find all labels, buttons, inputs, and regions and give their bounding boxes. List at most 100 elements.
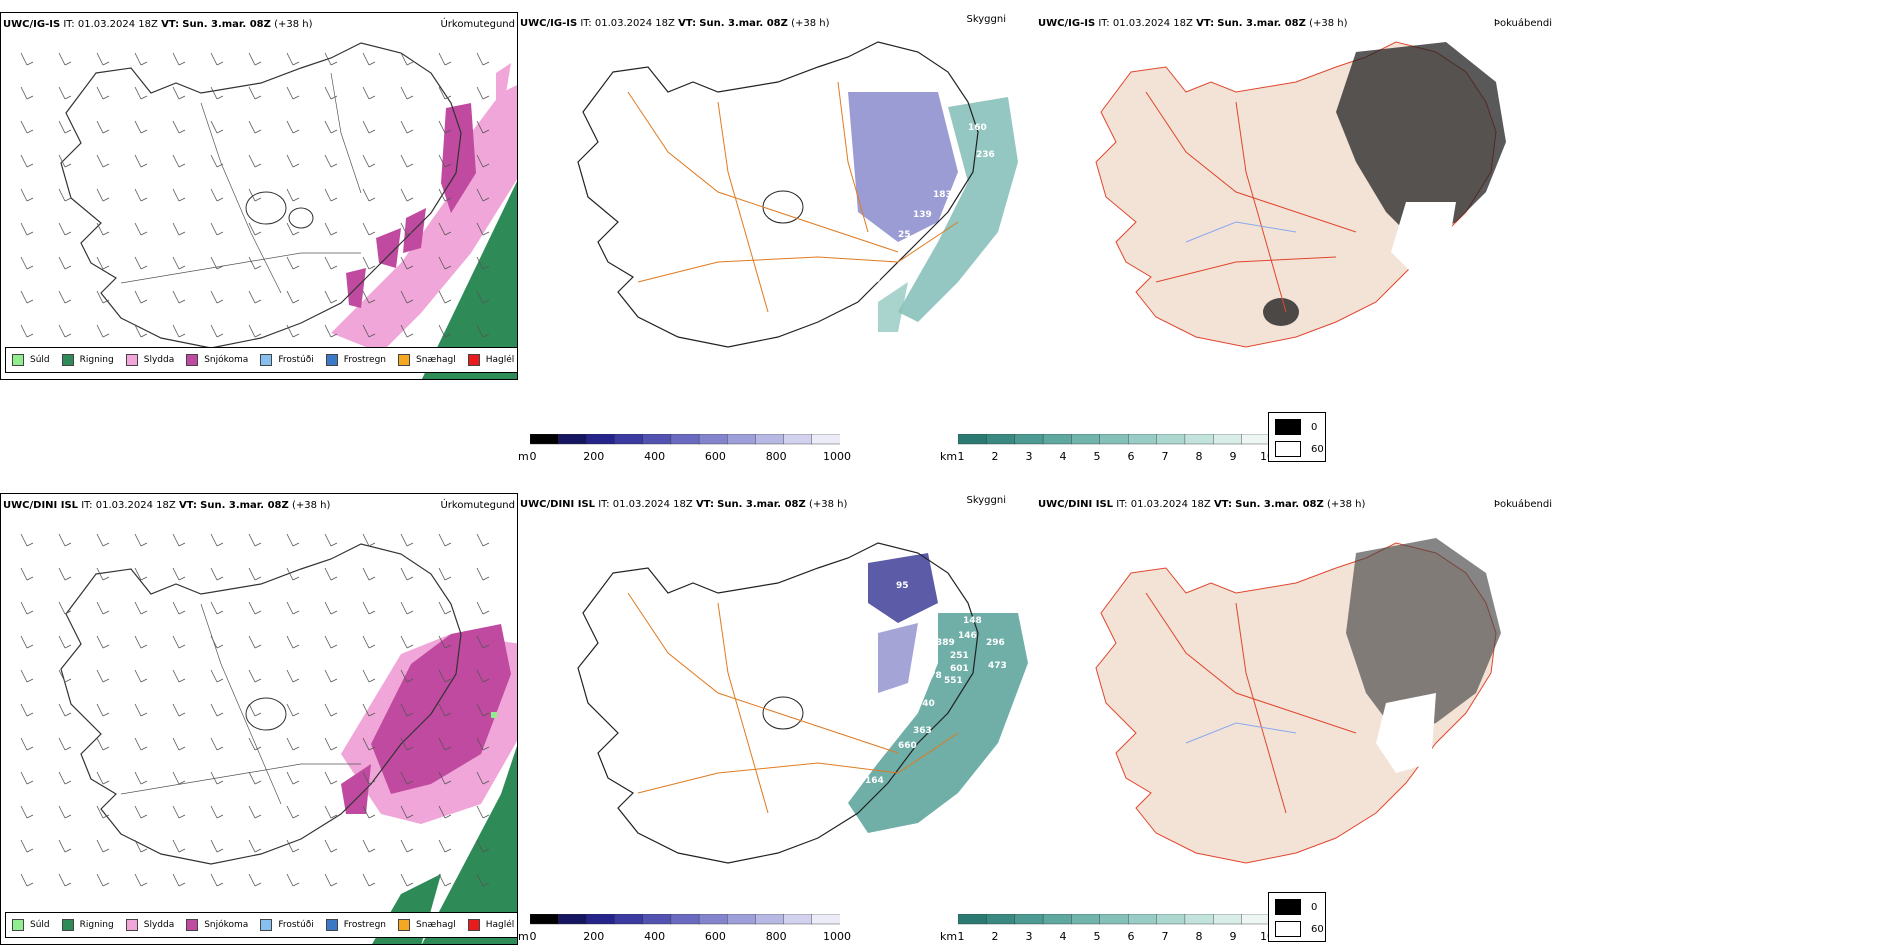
colorbar-swatch xyxy=(784,434,813,444)
wind-barb xyxy=(211,738,223,750)
wind-barb xyxy=(59,257,71,269)
wind-barb xyxy=(59,704,71,716)
wind-barb xyxy=(135,291,147,303)
wind-barb xyxy=(21,325,33,337)
visibility-label: 99 xyxy=(868,275,881,285)
wind-barb xyxy=(21,534,33,546)
visibility-label: 148 xyxy=(963,616,982,626)
legend-item: Slydda xyxy=(126,919,174,931)
precip-type-panel-ig: UWC/IG-IS IT: 01.03.2024 18Z VT: Sun. 3.… xyxy=(0,12,518,380)
wind-barb xyxy=(439,53,451,65)
wind-barb xyxy=(287,189,299,201)
wind-barb xyxy=(21,87,33,99)
wind-barb xyxy=(135,704,147,716)
wind-barb xyxy=(363,670,375,682)
precip-type-map-dini xyxy=(1,494,518,945)
wind-barb xyxy=(477,806,489,818)
wind-barb xyxy=(21,772,33,784)
wind-barb xyxy=(211,840,223,852)
colorbar-swatch xyxy=(643,914,672,924)
wind-barb xyxy=(173,53,185,65)
colorbar-tick-label: 400 xyxy=(644,930,665,943)
colorbar-swatch xyxy=(615,914,644,924)
colorbar-tick-label: 8 xyxy=(1196,450,1203,463)
ceiling-colorbar-swatches xyxy=(530,914,840,926)
wind-barb xyxy=(59,155,71,167)
wind-barb xyxy=(401,87,413,99)
colorbar-tick-label: 4 xyxy=(1060,450,1067,463)
wind-barb xyxy=(211,291,223,303)
colorbar-tick-label: 2 xyxy=(992,450,999,463)
wind-barb xyxy=(135,670,147,682)
wind-barb xyxy=(135,602,147,614)
wind-barb xyxy=(211,155,223,167)
panel-title: Úrkomutegund xyxy=(440,19,515,30)
wind-barb xyxy=(59,602,71,614)
visibility-label: 601 xyxy=(950,664,969,674)
wind-barb xyxy=(173,534,185,546)
wind-barb xyxy=(287,325,299,337)
wind-barb xyxy=(59,87,71,99)
wind-barb xyxy=(97,636,109,648)
precip-legend: Súld Rigning Slydda Snjókoma Frostúði Fr… xyxy=(5,912,518,938)
wind-barb xyxy=(287,223,299,235)
wind-barb xyxy=(173,704,185,716)
wind-barb xyxy=(21,291,33,303)
visibility-label: 160 xyxy=(968,123,987,133)
wind-barb xyxy=(59,53,71,65)
wind-barb xyxy=(211,121,223,133)
wind-barb xyxy=(21,806,33,818)
wind-barb xyxy=(401,874,413,886)
wind-barb xyxy=(59,806,71,818)
colorbar-swatch xyxy=(1015,914,1044,924)
wind-barb xyxy=(249,568,261,580)
colorbar-swatch xyxy=(727,914,756,924)
colorbar-swatch xyxy=(586,434,615,444)
wind-barb xyxy=(211,874,223,886)
legend-item: Haglél xyxy=(468,919,515,931)
wind-barb xyxy=(439,568,451,580)
colorbar-swatch xyxy=(530,914,559,924)
colorbar-tick-label: 2 xyxy=(992,930,999,943)
wind-barb xyxy=(135,53,147,65)
colorbar-tick-label: 1 xyxy=(958,930,965,943)
visibility-unit: km xyxy=(940,930,957,943)
cloud-ceiling-panel-dini: 95 148 146 296 23 389 251 601 551 473 47… xyxy=(518,493,1036,913)
wind-barb xyxy=(97,874,109,886)
visibility-colorbar-ticks: 12345678910 xyxy=(958,450,1270,462)
colorbar-swatch xyxy=(756,434,785,444)
wind-barb xyxy=(287,670,299,682)
wind-barb xyxy=(59,738,71,750)
ceiling-colorbar-swatches xyxy=(530,434,840,446)
panel-title: Skyggni xyxy=(966,495,1006,506)
wind-barb xyxy=(173,223,185,235)
wind-barb xyxy=(249,636,261,648)
visibility-label: 15 xyxy=(913,684,926,694)
visibility-label: 363 xyxy=(913,726,932,736)
visibility-label: 23 xyxy=(918,636,931,646)
visibility-label: 540 xyxy=(916,699,935,709)
wind-barb xyxy=(21,670,33,682)
wind-barb xyxy=(477,87,489,99)
colorbar-swatch xyxy=(1128,434,1157,444)
fog-map-dini xyxy=(1036,493,1554,913)
colorbar-tick-label: 9 xyxy=(1230,450,1237,463)
wind-barb xyxy=(287,704,299,716)
wind-barb xyxy=(21,223,33,235)
wind-barb xyxy=(287,257,299,269)
legend-item: Súld xyxy=(12,354,50,366)
wind-barb xyxy=(363,257,375,269)
colorbar-tick-label: 5 xyxy=(1094,930,1101,943)
wind-barb xyxy=(211,602,223,614)
colorbar-swatch xyxy=(1157,434,1186,444)
wind-barb xyxy=(211,325,223,337)
colorbar-swatch xyxy=(558,914,587,924)
legend-item: Slydda xyxy=(126,354,174,366)
fog-map-ig xyxy=(1036,12,1554,380)
wind-barb xyxy=(135,772,147,784)
wind-barb xyxy=(401,602,413,614)
wind-barb xyxy=(59,223,71,235)
wind-barb xyxy=(325,772,337,784)
wind-barb xyxy=(135,568,147,580)
wind-barb xyxy=(439,840,451,852)
